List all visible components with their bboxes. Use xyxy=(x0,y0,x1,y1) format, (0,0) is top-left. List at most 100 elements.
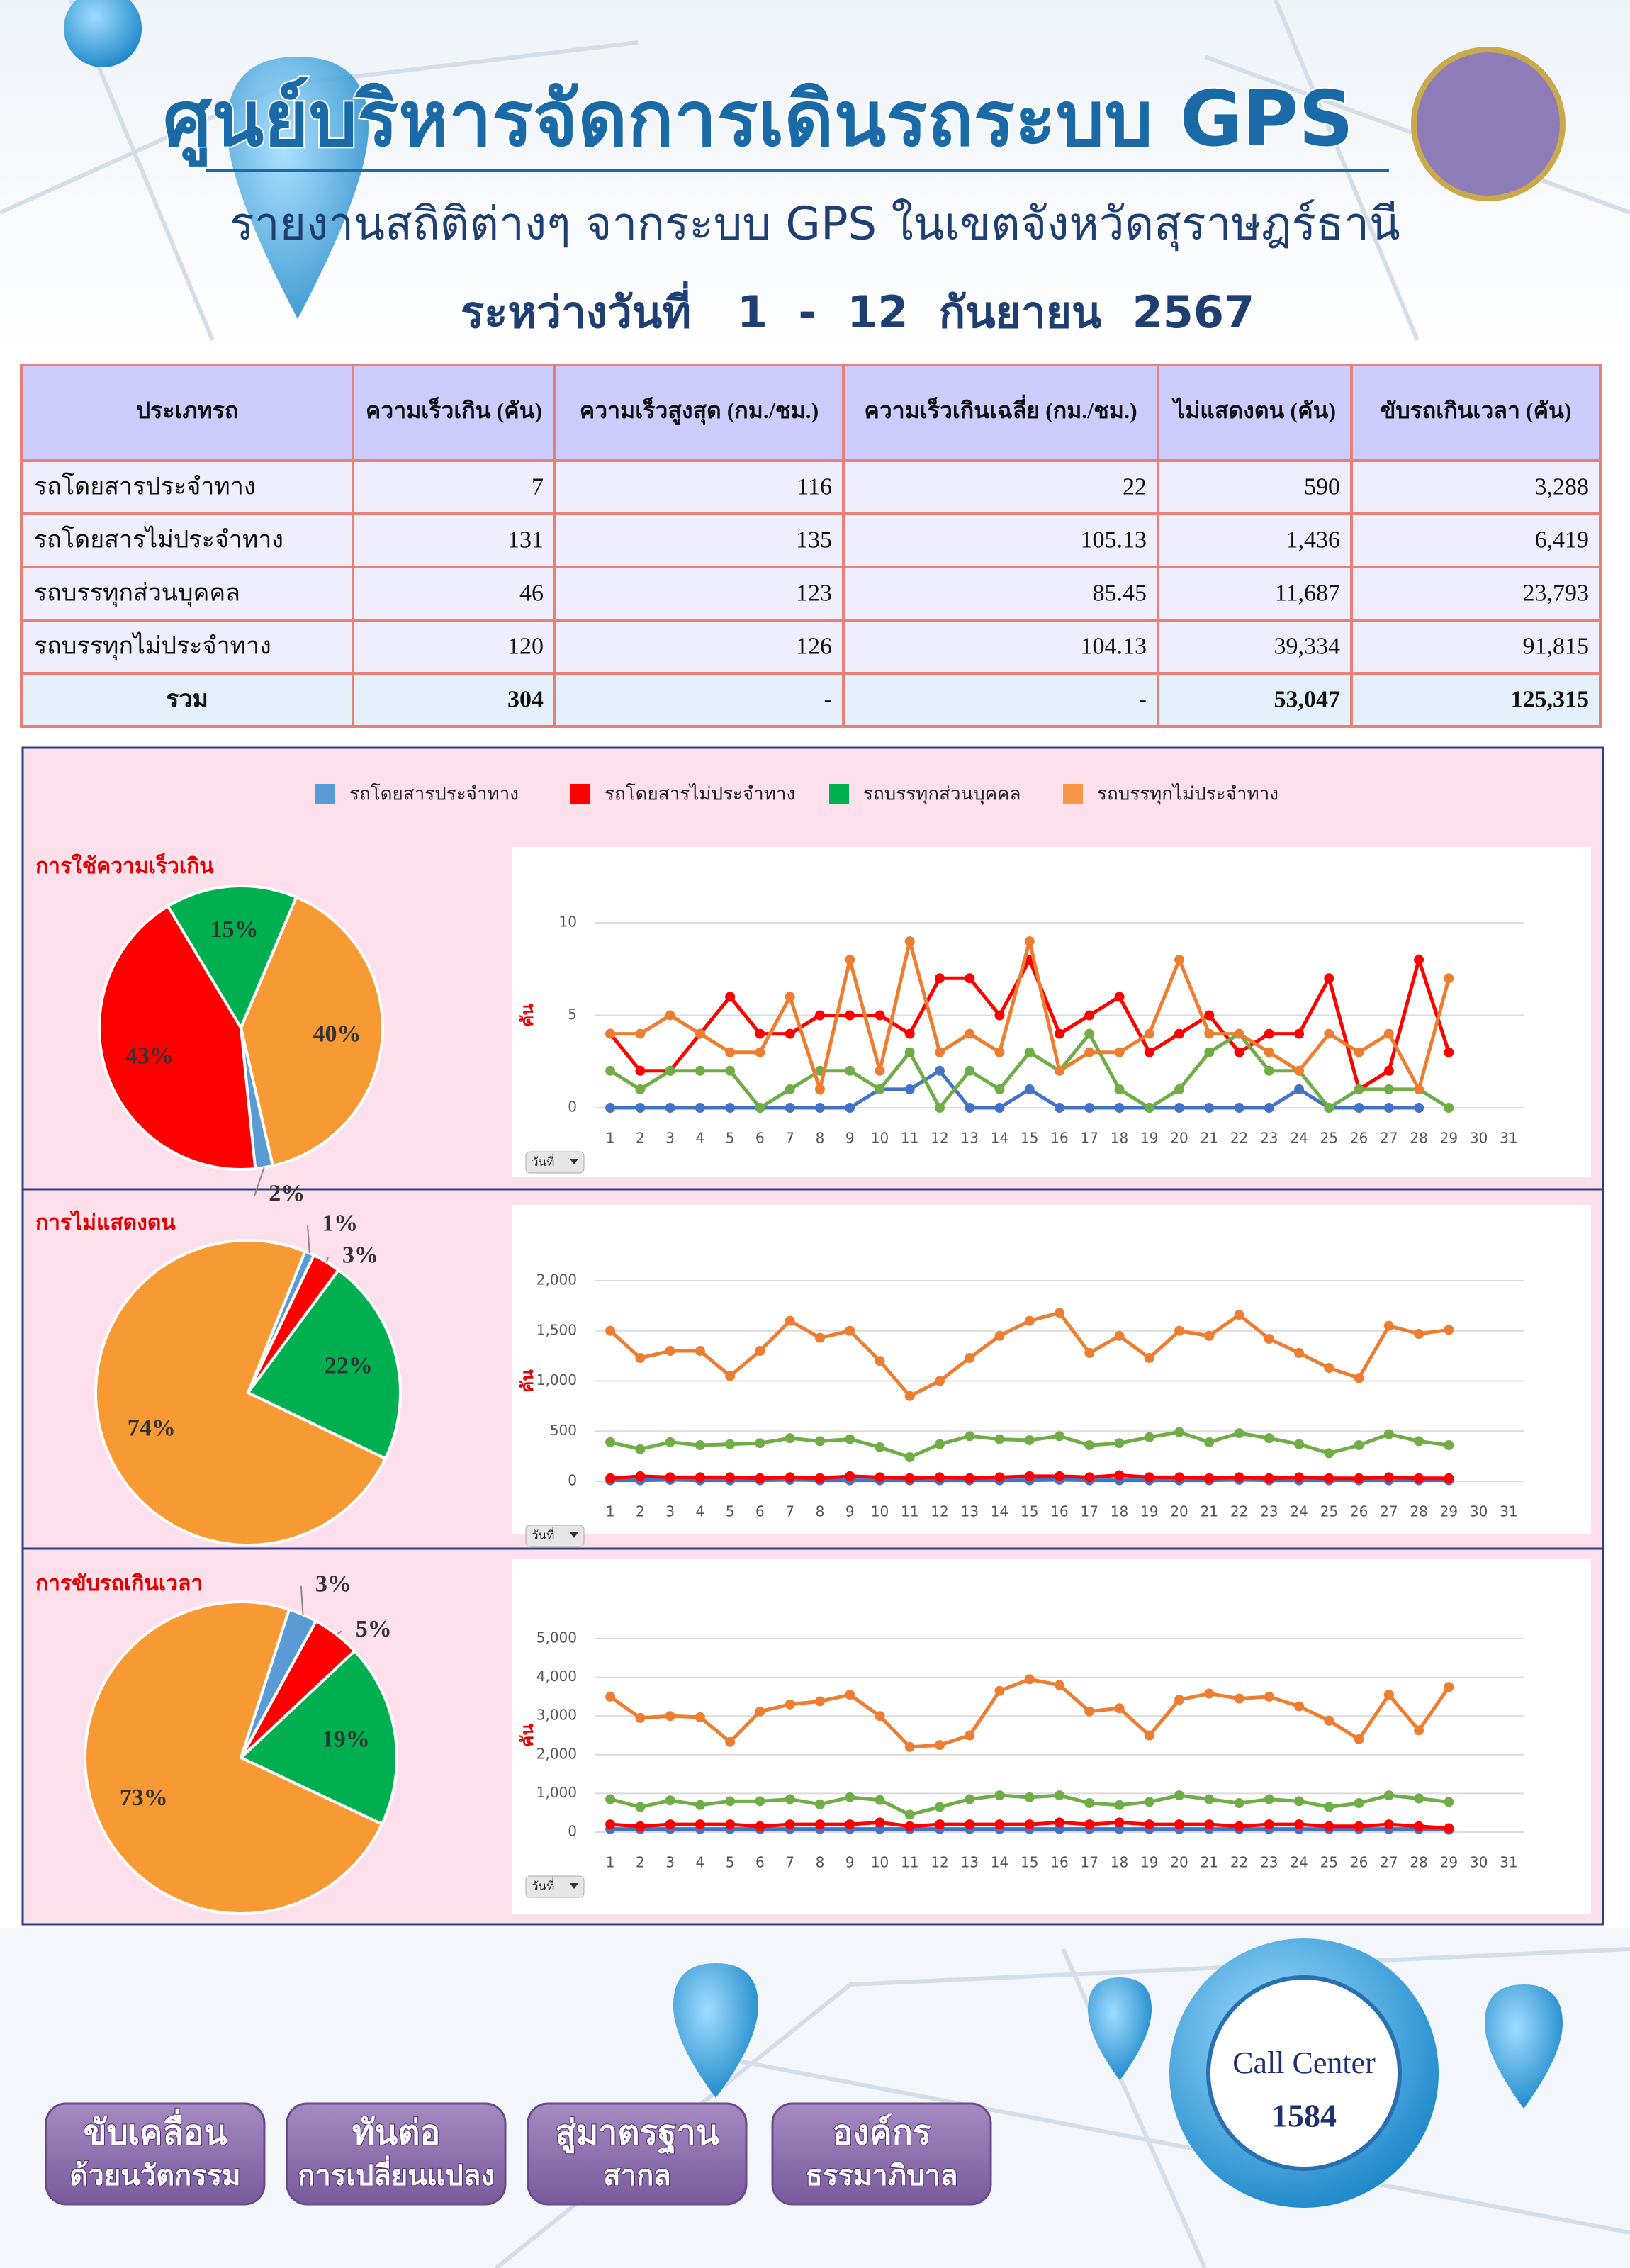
data-point xyxy=(755,1473,765,1483)
table-cell xyxy=(553,672,845,728)
data-point xyxy=(1055,1431,1064,1442)
map-pin xyxy=(227,57,369,319)
data-point xyxy=(1084,1819,1095,1830)
data-point xyxy=(725,1736,736,1747)
x-tick-label: 12 xyxy=(931,1854,948,1871)
data-point xyxy=(635,1103,646,1113)
data-point xyxy=(1354,1821,1364,1831)
data-point xyxy=(1174,1472,1185,1483)
x-tick-label: 22 xyxy=(1230,1854,1248,1871)
data-point xyxy=(665,1010,675,1021)
call-center-label: Call Center xyxy=(1232,2045,1376,2080)
x-tick-label: 26 xyxy=(1350,1854,1368,1871)
data-point xyxy=(1383,1084,1394,1094)
x-tick-label: 11 xyxy=(901,1854,918,1871)
data-point xyxy=(755,1346,765,1357)
data-point xyxy=(1414,1328,1424,1339)
data-point xyxy=(635,1471,646,1481)
data-point xyxy=(1144,1047,1154,1057)
data-point xyxy=(1414,1473,1424,1483)
x-tick-label: 24 xyxy=(1290,1503,1308,1520)
data-point xyxy=(1174,1103,1185,1113)
data-point xyxy=(1055,1471,1064,1481)
data-point xyxy=(695,1440,705,1451)
x-tick-label: 9 xyxy=(845,1503,855,1520)
data-point xyxy=(904,1084,915,1094)
data-point xyxy=(965,1103,975,1113)
data-point xyxy=(1264,1691,1274,1702)
data-point xyxy=(1174,1325,1185,1336)
data-point xyxy=(1383,1819,1394,1830)
stats-table: ประเภทรถ ความเร็วเกิน (คัน) ความเร็วสูงสุด… xyxy=(20,364,1602,728)
data-point xyxy=(1204,1688,1215,1699)
cell-text: - xyxy=(1139,686,1147,712)
data-point xyxy=(665,1103,675,1113)
data-point xyxy=(755,1438,765,1449)
data-point xyxy=(965,973,975,984)
cell-text: 7 xyxy=(532,473,544,500)
data-point xyxy=(1204,1473,1215,1483)
data-point xyxy=(1114,1817,1125,1828)
data-point xyxy=(994,1819,1005,1830)
table-cell xyxy=(1157,459,1353,515)
table-cell xyxy=(20,459,354,515)
data-point xyxy=(605,1028,616,1039)
x-tick-label: 22 xyxy=(1230,1130,1248,1147)
x-tick-label: 28 xyxy=(1410,1130,1427,1147)
data-point xyxy=(875,1356,885,1366)
x-tick-label: 22 xyxy=(1230,1503,1248,1520)
data-point xyxy=(904,936,915,947)
data-point xyxy=(845,1690,855,1700)
data-point xyxy=(1114,1438,1125,1449)
data-point xyxy=(875,1711,885,1722)
pie-value-label: 15% xyxy=(210,916,259,943)
data-point xyxy=(1294,1084,1305,1094)
data-point xyxy=(605,1065,616,1076)
data-point xyxy=(1444,1103,1454,1113)
x-tick-label: 20 xyxy=(1170,1503,1188,1520)
x-tick-label: 7 xyxy=(785,1503,794,1520)
filter-label: วันที่ xyxy=(532,1527,554,1543)
data-point xyxy=(1324,1028,1334,1039)
data-point xyxy=(1354,1734,1364,1744)
data-point xyxy=(1444,1440,1454,1451)
motto-button xyxy=(286,2102,507,2206)
y-axis-label: คัน xyxy=(517,1724,537,1747)
data-point xyxy=(1383,1790,1394,1801)
x-tick-label: 24 xyxy=(1290,1130,1308,1147)
data-point xyxy=(934,973,945,984)
data-point xyxy=(1114,1084,1125,1094)
data-point xyxy=(1024,1315,1035,1326)
motto-line: สู่มาตรฐาน xyxy=(555,2113,719,2155)
table-cell xyxy=(842,512,1159,568)
y-tick-label: 1,000 xyxy=(536,1784,577,1801)
data-point xyxy=(875,1795,885,1805)
y-axis-label: คัน xyxy=(517,1004,537,1027)
data-point xyxy=(665,1819,675,1830)
data-point xyxy=(814,1103,825,1113)
cell-text: 126 xyxy=(796,633,832,659)
pie-value-label: 73% xyxy=(120,1785,168,1811)
legend-label: รถโดยสารประจำทาง xyxy=(349,783,519,805)
data-point xyxy=(1084,1010,1095,1021)
x-tick-label: 4 xyxy=(696,1854,705,1871)
x-tick-label: 27 xyxy=(1380,1854,1398,1871)
data-point xyxy=(695,1065,705,1076)
data-point xyxy=(1204,1103,1215,1113)
motto-line: องค์กร xyxy=(832,2113,931,2152)
data-point xyxy=(785,1819,795,1830)
data-point xyxy=(695,1346,705,1357)
data-point xyxy=(1444,1473,1454,1483)
data-point xyxy=(605,1325,616,1336)
column-header: ประเภทรถ xyxy=(136,398,238,423)
x-tick-label: 27 xyxy=(1380,1503,1398,1520)
data-point xyxy=(994,1103,1005,1113)
x-tick-label: 1 xyxy=(606,1503,615,1520)
data-point xyxy=(1055,1790,1064,1801)
data-point xyxy=(1354,1103,1364,1113)
table-cell xyxy=(1157,566,1353,622)
data-point xyxy=(1024,1435,1035,1445)
